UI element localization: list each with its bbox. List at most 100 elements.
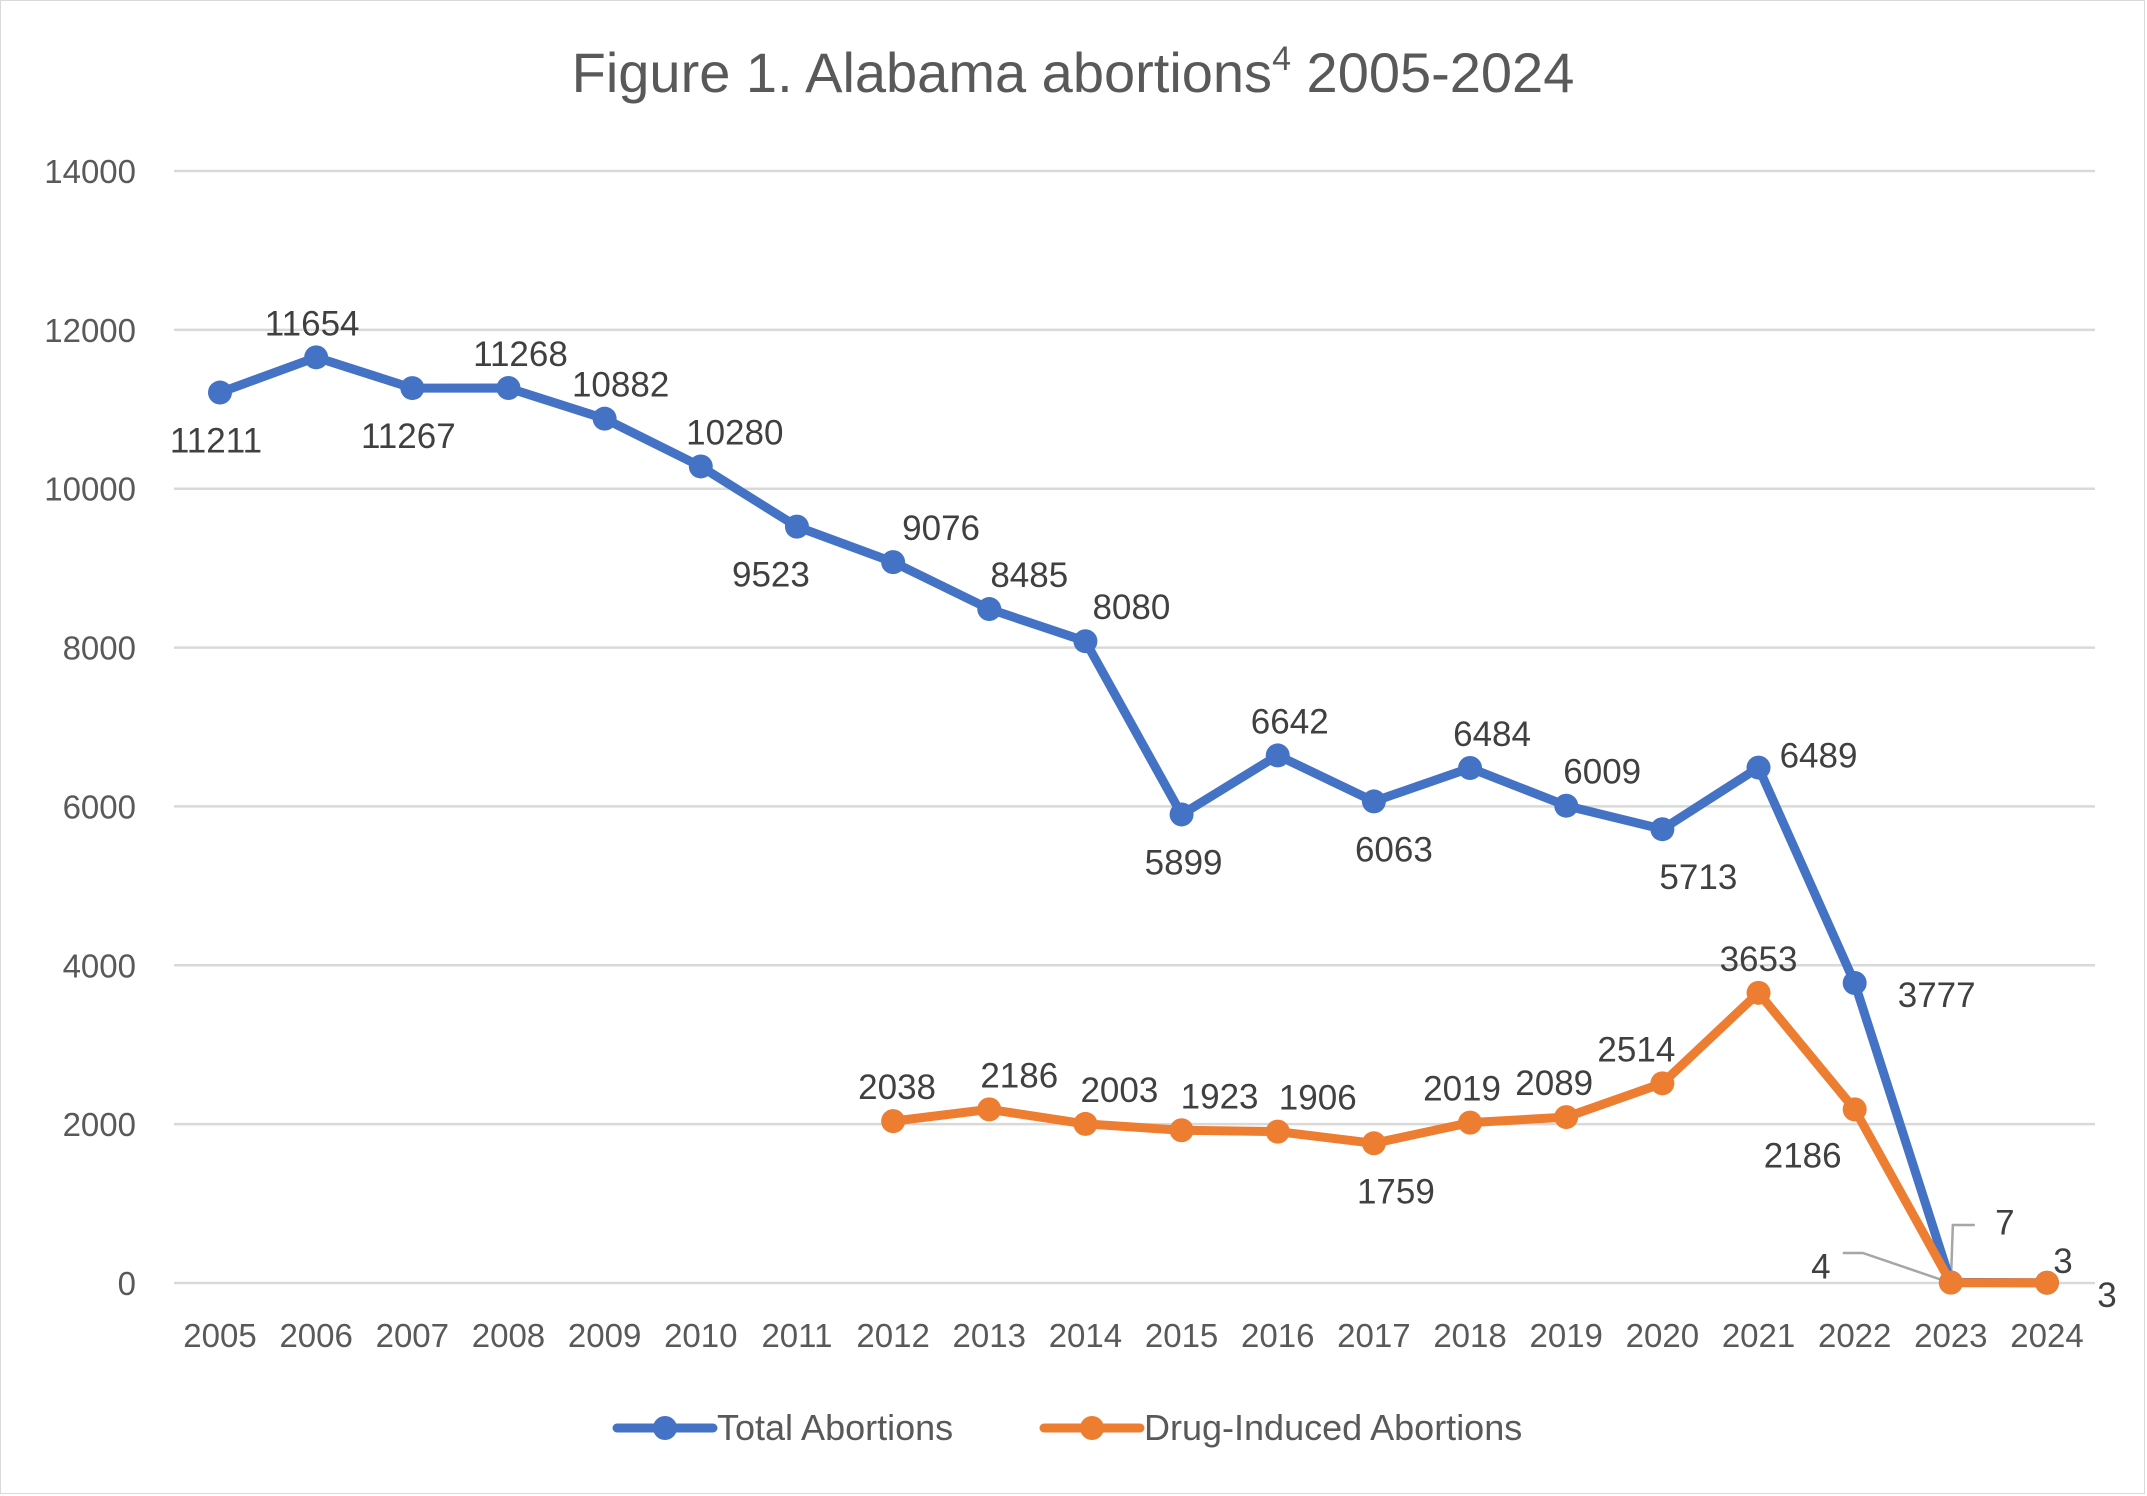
legend-label: Total Abortions (717, 1407, 953, 1448)
leader-line (1949, 1223, 1975, 1284)
data-point (977, 597, 1002, 622)
data-point (1073, 629, 1098, 654)
data-label: 2003 (1080, 1071, 1158, 1110)
x-tick-label: 2008 (472, 1317, 545, 1354)
data-point (1169, 802, 1194, 827)
data-label: 3653 (1720, 940, 1798, 979)
data-point (977, 1097, 1002, 1122)
data-label: 2186 (1764, 1136, 1842, 1175)
x-tick-label: 2016 (1241, 1317, 1314, 1354)
data-label: 2089 (1515, 1064, 1593, 1103)
data-point (592, 406, 617, 431)
data-point (1842, 970, 1867, 995)
data-label: 3 (2053, 1242, 2072, 1281)
x-tick-label: 2011 (761, 1317, 832, 1354)
data-label: 2186 (980, 1056, 1058, 1095)
x-tick-label: 2005 (183, 1317, 256, 1354)
x-tick-label: 2023 (1914, 1317, 1987, 1354)
x-tick-label: 2009 (568, 1317, 641, 1354)
x-tick-label: 2013 (953, 1317, 1026, 1354)
x-tick-label: 2019 (1529, 1317, 1602, 1354)
data-label: 5713 (1659, 858, 1737, 897)
data-label: 11267 (361, 417, 456, 456)
data-label: 11654 (265, 304, 360, 343)
data-point (304, 345, 329, 370)
data-label: 2514 (1597, 1030, 1675, 1069)
chart-title: Figure 1. Alabama abortions4 2005-2024 (572, 40, 1575, 104)
data-point (1265, 1119, 1290, 1144)
data-point (1554, 793, 1579, 818)
data-point (400, 376, 425, 401)
data-point (1458, 1110, 1483, 1135)
x-tick-label: 2006 (279, 1317, 352, 1354)
x-tick-label: 2014 (1049, 1317, 1122, 1354)
data-point (1746, 980, 1771, 1005)
data-point (208, 380, 232, 405)
leader-line (1842, 1251, 1952, 1285)
legend-point-marker (653, 1416, 677, 1440)
data-label: 4 (1811, 1248, 1830, 1287)
data-point (496, 375, 521, 400)
y-tick-label: 14000 (44, 153, 136, 190)
legend-point-marker (1080, 1416, 1104, 1440)
data-label: 10882 (572, 366, 669, 405)
data-point (688, 454, 713, 479)
data-point (1073, 1111, 1098, 1136)
y-tick-label: 2000 (63, 1106, 136, 1143)
legend-label: Drug-Induced Abortions (1144, 1407, 1522, 1448)
y-tick-label: 0 (118, 1265, 136, 1302)
y-tick-label: 8000 (63, 630, 136, 667)
data-point (1169, 1118, 1194, 1143)
data-point (1650, 817, 1675, 842)
y-tick-label: 12000 (44, 312, 136, 349)
data-point (881, 550, 906, 575)
data-point (1265, 743, 1290, 768)
x-tick-label: 2022 (1818, 1317, 1891, 1354)
data-label: 3777 (1898, 976, 1976, 1015)
y-tick-label: 10000 (44, 471, 136, 508)
data-label: 9523 (732, 556, 810, 595)
leader-lines (1842, 1223, 1975, 1285)
data-label: 7 (1995, 1203, 2014, 1242)
data-point (1554, 1105, 1579, 1130)
data-point (1361, 789, 1386, 814)
data-point (1842, 1097, 1867, 1122)
y-axis-ticks: 0 2000 4000 6000 8000 10000 12000 14000 (44, 153, 136, 1302)
data-label: 6009 (1563, 753, 1641, 792)
data-label: 8485 (990, 556, 1068, 595)
series-group (208, 345, 2059, 1295)
data-point (881, 1109, 906, 1134)
data-label: 1906 (1279, 1079, 1357, 1118)
data-point (1938, 1270, 1963, 1295)
x-tick-label: 2017 (1337, 1317, 1410, 1354)
x-tick-label: 2007 (376, 1317, 449, 1354)
series-line-total (215, 352, 2052, 1288)
data-point (784, 514, 809, 539)
data-label: 1759 (1357, 1172, 1435, 1211)
data-point (1746, 755, 1771, 780)
x-tick-label: 2024 (2010, 1317, 2083, 1354)
data-label: 1923 (1181, 1077, 1259, 1116)
data-label: 2038 (858, 1068, 936, 1107)
data-label: 6063 (1355, 830, 1433, 869)
data-label: 6642 (1251, 702, 1329, 741)
data-label: 8080 (1092, 588, 1170, 627)
x-axis-ticks: 2005 2006 2007 2008 2009 2010 2011 2012 2013 2014… (183, 1317, 2083, 1354)
x-tick-label: 2010 (664, 1317, 737, 1354)
data-label: 2019 (1423, 1070, 1501, 1109)
data-point (1650, 1071, 1675, 1096)
data-label: 11211 (170, 422, 262, 461)
x-tick-label: 2020 (1626, 1317, 1699, 1354)
x-tick-label: 2012 (856, 1317, 929, 1354)
data-point (2035, 1270, 2059, 1295)
data-label: 5899 (1145, 843, 1223, 882)
data-point (1361, 1131, 1386, 1156)
data-label: 11268 (473, 335, 568, 374)
data-label: 6484 (1453, 715, 1531, 754)
x-tick-label: 2018 (1433, 1317, 1506, 1354)
data-label: 10280 (686, 413, 783, 452)
x-tick-label: 2015 (1145, 1317, 1218, 1354)
data-label: 3 (2097, 1276, 2116, 1315)
